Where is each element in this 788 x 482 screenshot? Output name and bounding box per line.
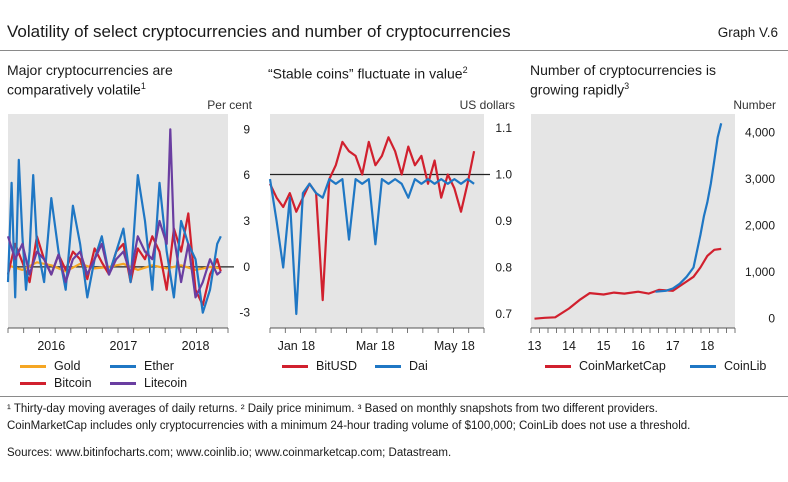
footnote-sources: Sources: www.bitinfocharts.com; www.coin… [7, 447, 452, 459]
series-coinlib [655, 123, 723, 293]
y-tick-label: -3 [239, 306, 250, 320]
graph-number: Graph V.6 [717, 25, 778, 40]
chart-title: Volatility of select cryptocurrencies an… [7, 22, 511, 41]
plot-area [531, 114, 735, 328]
x-tick-label: 14 [562, 339, 576, 353]
y-tick-label: 1,000 [745, 265, 775, 279]
series-gold [7, 261, 221, 273]
y-tick-label: 9 [243, 122, 250, 136]
legend-litecoin: Litecoin [110, 376, 187, 390]
footnote-line1: ¹ Thirty-day moving averages of daily re… [7, 403, 658, 415]
header-divider [0, 50, 788, 51]
y-tick-label: 0 [768, 312, 775, 326]
y-tick-label: 1.1 [495, 121, 512, 135]
y-tick-label: 3 [243, 214, 250, 228]
legend-bitusd: BitUSD [282, 359, 357, 373]
legend-ether: Ether [110, 359, 174, 373]
x-tick-label: 2018 [182, 339, 210, 353]
legend-ether-swatch [110, 365, 136, 369]
y-tick-label: 3,000 [745, 172, 775, 186]
panel1-chart: 9 6 3 0 -3 2016 2017 2018 [6, 114, 250, 353]
footnote-divider [0, 396, 788, 397]
y-tick-label: 0.8 [495, 261, 512, 275]
series-dai [268, 178, 475, 316]
legend-coinmarketcap-swatch [545, 365, 571, 369]
x-tick-label: May 18 [434, 339, 475, 353]
legend-gold-swatch [20, 365, 46, 369]
y-tick-label: 0.7 [495, 307, 512, 321]
series-coinmarketcap [534, 247, 722, 320]
x-tick-label: 18 [700, 339, 714, 353]
panel2-unit: US dollars [459, 98, 515, 112]
series-litecoin [6, 128, 222, 299]
x-tick-label: 16 [631, 339, 645, 353]
y-tick-label: 2,000 [745, 219, 775, 233]
legend-dai-swatch [375, 365, 401, 369]
x-tick-label: 15 [597, 339, 611, 353]
legend-coinlib-swatch [690, 365, 716, 369]
y-tick-label: 4,000 [745, 126, 775, 140]
panel3-unit: Number [733, 98, 776, 112]
legend-coinlib: CoinLib [690, 359, 766, 373]
panel1-unit: Per cent [207, 98, 252, 112]
x-tick-label: 2016 [37, 339, 65, 353]
y-tick-label: 0 [243, 260, 250, 274]
x-tick-label: Jan 18 [278, 339, 316, 353]
x-tick-label: 17 [666, 339, 680, 353]
legend-bitcoin: Bitcoin [20, 376, 92, 390]
legend-litecoin-swatch [110, 382, 136, 386]
y-tick-label: 1.0 [495, 167, 512, 181]
x-tick-label: 13 [528, 339, 542, 353]
x-tick-label: Mar 18 [356, 339, 395, 353]
series-ether [6, 158, 222, 314]
legend-bitusd-swatch [282, 365, 308, 369]
series-bitusd [269, 136, 476, 302]
legend-bitcoin-swatch [20, 382, 46, 386]
panel1-title: Major cryptocurrencies are comparatively… [7, 62, 173, 98]
legend-coinmarketcap: CoinMarketCap [545, 359, 666, 373]
legend-dai: Dai [375, 359, 428, 373]
panel3-title: Number of cryptocurrencies is growing ra… [530, 62, 716, 98]
panel3-chart: 4,000 3,000 2,000 1,000 0 13 14 15 16 17 18 [528, 114, 775, 353]
y-tick-label: 0.9 [495, 214, 512, 228]
legend-gold: Gold [20, 359, 80, 373]
panel2-chart: 1.1 1.0 0.9 0.8 0.7 Jan 18 Mar 18 May 18 [268, 114, 512, 353]
panel2-title: “Stable coins” fluctuate in value2 [268, 65, 468, 82]
y-tick-label: 6 [243, 168, 250, 182]
x-tick-label: 2017 [110, 339, 138, 353]
footnote-line2: CoinMarketCap includes only cryptocurren… [7, 420, 691, 432]
plot-area [8, 114, 228, 328]
